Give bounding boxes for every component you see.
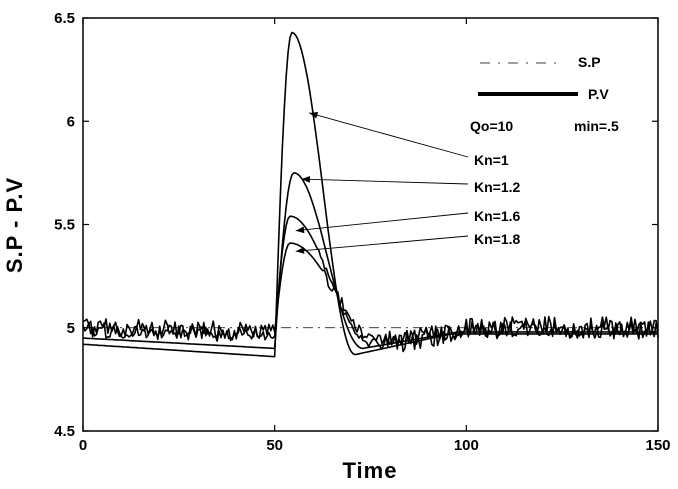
annotation-qo: Qo=10: [470, 118, 513, 134]
series-line: [82, 172, 658, 350]
x-tick-label: 100: [454, 437, 479, 454]
legend: S.P P.V Qo=10 min=.5: [470, 54, 619, 134]
callout-arrowhead: [295, 226, 305, 234]
legend-sp-label: S.P: [578, 54, 601, 70]
y-tick-label: 6.5: [54, 10, 75, 27]
callout-arrowhead: [309, 112, 319, 119]
callout-label: Kn=1.8: [474, 231, 521, 247]
callout-arrowhead: [301, 176, 310, 183]
x-axis-ticks: 0 50 100 150: [79, 18, 671, 454]
callout-arrow: [295, 212, 469, 232]
callout-label: Kn=1.6: [474, 208, 521, 224]
series-group: [82, 31, 659, 358]
x-tick-label: 0: [79, 437, 87, 454]
callouts: Kn=1 Kn=1.2 Kn=1.6 Kn=1.8: [295, 112, 521, 254]
callout-arrowhead: [295, 247, 305, 254]
series-line: [82, 215, 659, 348]
callout-label: Kn=1.2: [474, 179, 521, 195]
annotation-min: min=.5: [574, 118, 619, 134]
x-axis-title: Time: [343, 458, 398, 483]
y-tick-label: 4.5: [54, 423, 75, 440]
callout-arrow: [301, 178, 469, 185]
series-line: [82, 242, 659, 353]
callout-label: Kn=1: [474, 152, 509, 168]
y-axis-title: S.P - P.V: [2, 177, 27, 273]
x-tick-label: 50: [266, 437, 283, 454]
series-line: [82, 31, 658, 358]
y-tick-label: 5: [67, 320, 75, 337]
plot-frame: [82, 17, 659, 432]
x-tick-label: 150: [645, 437, 670, 454]
legend-pv-label: P.V: [588, 86, 609, 102]
y-tick-label: 6: [67, 113, 75, 130]
y-tick-label: 5.5: [54, 217, 75, 234]
y-axis-ticks: 4.5 5 5.5 6 6.5: [54, 10, 658, 440]
callout-arrow: [295, 235, 469, 252]
callout-arrow: [309, 112, 469, 158]
